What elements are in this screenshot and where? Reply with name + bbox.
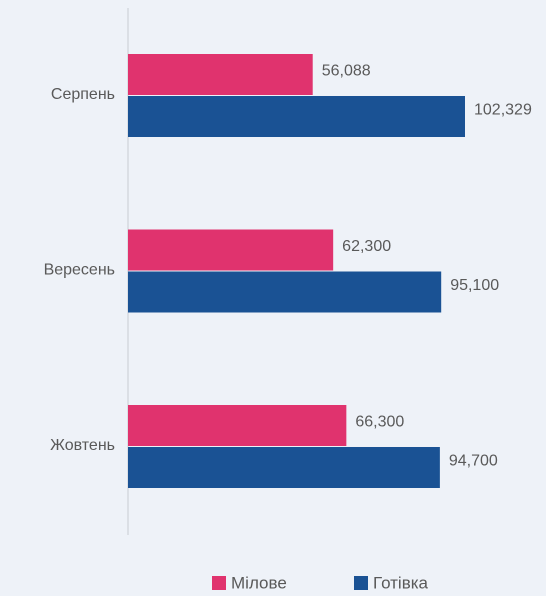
value-label: 94,700 [449,453,498,470]
bar [128,229,334,271]
legend-label: Мілове [231,573,287,592]
value-label: 66,300 [355,414,404,431]
category-label: Вересень [44,262,115,279]
legend-swatch [354,576,368,590]
value-label: 62,300 [342,238,391,255]
legend-swatch [212,576,226,590]
bar [128,405,347,446]
value-label: 56,088 [322,63,371,80]
category-label: Жовтень [50,437,115,454]
bar [128,447,440,488]
bar [128,54,313,95]
legend-label: Готівка [373,573,429,592]
bar [128,96,465,137]
value-label: 102,329 [474,102,532,119]
category-label: Серпень [51,86,115,103]
value-label: 95,100 [450,277,499,294]
bar [128,271,442,313]
